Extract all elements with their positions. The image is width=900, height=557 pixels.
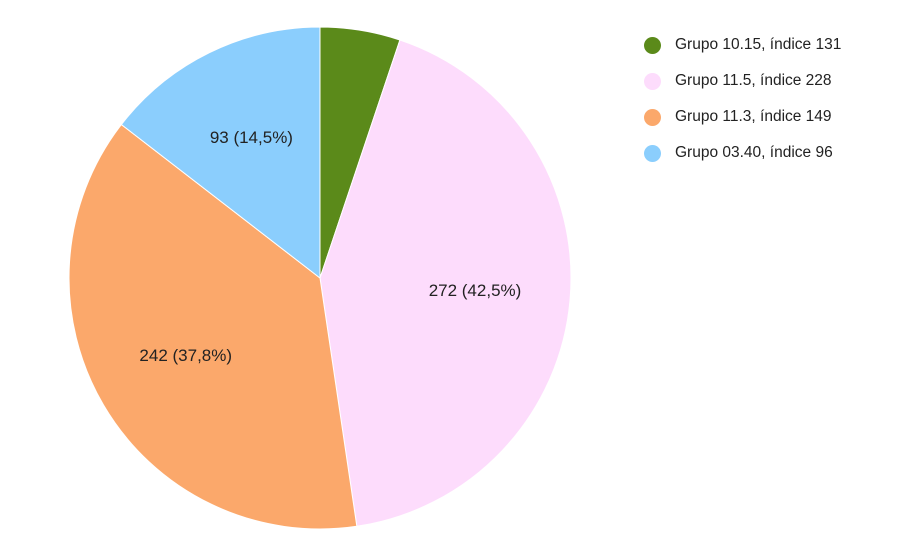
legend-item[interactable]: Grupo 11.3, índice 149 bbox=[644, 99, 841, 135]
legend-item[interactable]: Grupo 10.15, índice 131 bbox=[644, 27, 841, 63]
legend-label: Grupo 11.5, índice 228 bbox=[675, 72, 832, 89]
slice-data-label: 93 (14,5%) bbox=[210, 128, 293, 147]
circle-swatch-icon bbox=[644, 72, 661, 90]
legend: Grupo 10.15, índice 131 Grupo 11.5, índi… bbox=[644, 27, 841, 171]
legend-item[interactable]: Grupo 03.40, índice 96 bbox=[644, 135, 841, 171]
circle-swatch-icon bbox=[644, 36, 661, 54]
slice-data-label: 272 (42,5%) bbox=[429, 281, 522, 300]
pie-slice[interactable] bbox=[68, 123, 358, 530]
legend-item[interactable]: Grupo 11.5, índice 228 bbox=[644, 63, 841, 99]
pie-slice[interactable] bbox=[319, 39, 572, 527]
pie-slice[interactable] bbox=[120, 26, 321, 280]
circle-swatch-icon bbox=[644, 144, 661, 162]
circle-swatch-icon bbox=[644, 108, 661, 126]
slice-data-label: 242 (37,8%) bbox=[139, 346, 232, 365]
legend-label: Grupo 11.3, índice 149 bbox=[675, 108, 832, 125]
legend-label: Grupo 03.40, índice 96 bbox=[675, 144, 833, 161]
legend-label: Grupo 10.15, índice 131 bbox=[675, 36, 842, 53]
